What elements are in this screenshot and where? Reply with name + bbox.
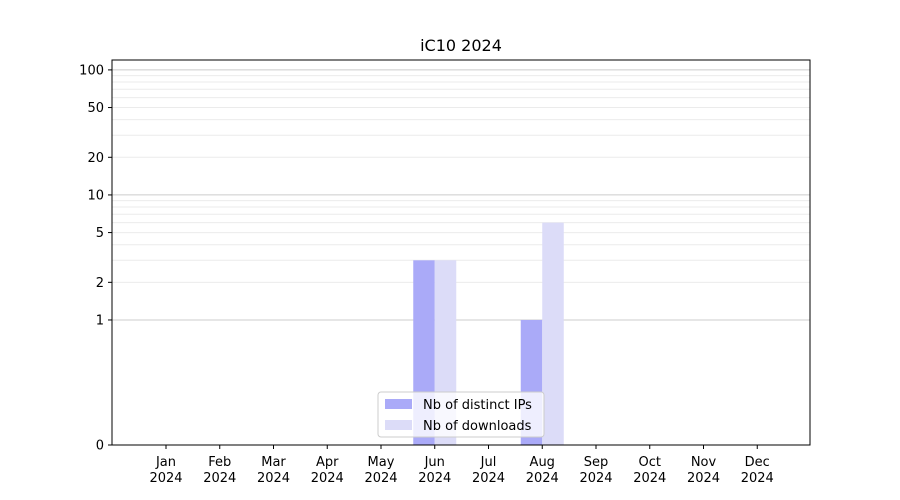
plot-frame [111,59,811,446]
y-tick-label: 10 [87,188,104,203]
legend-swatch [385,399,412,409]
legend: Nb of distinct IPs Nb of downloads [377,391,545,438]
x-tick-label-month: Dec [745,455,770,470]
x-tick-label-year: 2024 [741,471,774,486]
x-axis: Jan2024Feb2024Mar2024Apr2024May2024Jun20… [149,445,774,486]
x-tick-label-year: 2024 [579,471,612,486]
y-tick-label: 2 [96,276,104,291]
x-tick-label-month: Jun [424,455,445,470]
x-tick-label-month: Apr [316,455,339,470]
x-tick-label-year: 2024 [687,471,720,486]
x-tick-label-month: Mar [261,455,286,470]
x-tick-label-month: Aug [530,455,555,470]
y-axis: 0 1 2 5 10 20 50 100 [79,63,112,454]
y-tick-label: 5 [96,226,104,241]
grid-layer [112,69,810,321]
x-tick-label-year: 2024 [311,471,344,486]
x-tick-label-year: 2024 [257,471,290,486]
x-tick-label-month: Jul [480,455,497,470]
chart-title: iC10 2024 [420,36,502,55]
y-tick-label: 50 [87,101,104,116]
x-tick-label-month: Sep [584,455,609,470]
bar-downloads [542,222,564,445]
x-tick-label-year: 2024 [203,471,236,486]
x-tick-label-month: May [368,455,395,470]
x-tick-label-month: Jan [155,455,176,470]
x-tick-label-year: 2024 [418,471,451,486]
y-tick-label: 0 [96,439,104,454]
x-tick-label-year: 2024 [526,471,559,486]
x-tick-label-month: Nov [691,455,717,470]
x-tick-label-month: Feb [208,455,231,470]
x-tick-label-year: 2024 [364,471,397,486]
x-tick-label-year: 2024 [149,471,182,486]
y-tick-label: 1 [96,313,104,328]
y-tick-label: 100 [79,63,104,78]
y-tick-label: 20 [87,151,104,166]
x-tick-label-month: Oct [639,455,661,470]
x-tick-label-year: 2024 [633,471,666,486]
x-tick-label-year: 2024 [472,471,505,486]
legend-label: Nb of distinct IPs [423,398,532,413]
legend-label: Nb of downloads [423,419,532,434]
legend-box [377,391,545,438]
legend-swatch [385,420,412,430]
